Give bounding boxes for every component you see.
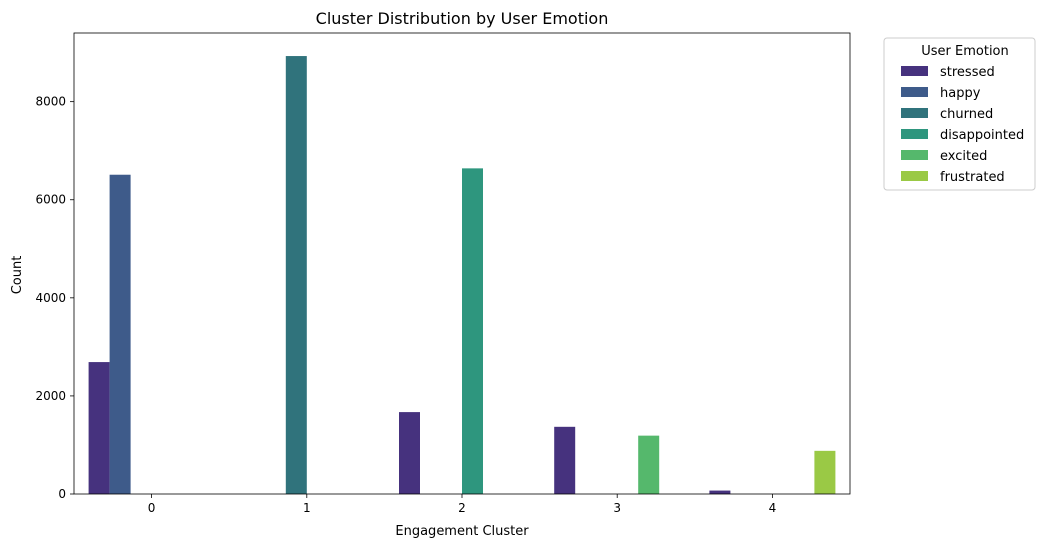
bar-churned-cluster-1 [285,56,307,495]
legend-swatch-excited [901,150,928,160]
y-axis-label: Count [10,256,25,295]
legend-label-frustrated: frustrated [940,170,1005,185]
y-tick-label-8000: 8000 [35,95,66,109]
x-axis-label: Engagement Cluster [395,524,529,539]
legend-label-happy: happy [940,86,981,101]
legend-swatch-happy [901,87,928,97]
axes-group: 0 1 2 3 4 0 2000 4000 6000 8000 [35,32,851,515]
x-tick-label-4: 4 [769,501,777,515]
legend-title: User Emotion [921,44,1009,59]
legend-swatch-churned [901,108,928,118]
bar-stressed-cluster-4 [709,490,731,494]
x-tick-label-2: 2 [458,501,466,515]
x-tick-label-0: 0 [148,501,156,515]
y-tick-label-6000: 6000 [35,193,66,207]
legend-swatch-frustrated [901,171,928,181]
bars-group [88,56,836,495]
y-tick-label-4000: 4000 [35,291,66,305]
bar-frustrated-cluster-4 [814,450,836,494]
bar-stressed-cluster-0 [88,362,110,494]
bar-stressed-cluster-2 [399,412,420,494]
bar-stressed-cluster-3 [554,426,576,494]
x-tick-label-3: 3 [613,501,621,515]
legend-label-disappointed: disappointed [940,128,1024,143]
legend-items: stressed happy churned disappointed excited f… [901,65,1024,185]
bar-excited-cluster-3 [638,435,660,494]
bar-disappointed-cluster-2 [462,168,483,495]
y-tick-label-2000: 2000 [35,389,66,403]
legend: User Emotion stressed happy churned disappo… [883,37,1036,191]
legend-label-churned: churned [940,107,993,122]
legend-label-excited: excited [940,149,987,164]
legend-label-stressed: stressed [940,65,995,80]
legend-swatch-disappointed [901,129,928,139]
y-tick-label-0: 0 [58,487,66,501]
x-tick-label-1: 1 [303,501,311,515]
legend-swatch-stressed [901,66,928,76]
chart-title: Cluster Distribution by User Emotion [316,9,609,28]
bar-happy-cluster-0 [109,174,131,495]
